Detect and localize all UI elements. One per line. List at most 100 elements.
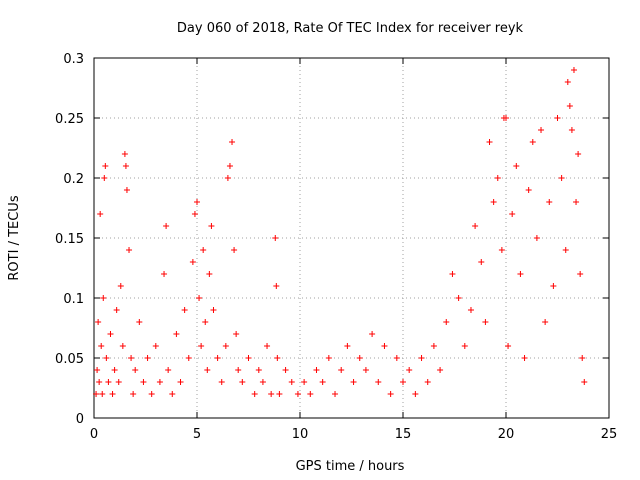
data-point <box>229 139 236 145</box>
data-point <box>554 115 561 121</box>
data-point <box>231 247 238 253</box>
data-point <box>375 379 382 385</box>
data-point <box>344 343 351 349</box>
y-tick-label: 0.15 <box>55 232 84 247</box>
data-point <box>325 355 332 361</box>
data-point <box>467 307 474 313</box>
data-point <box>581 379 588 385</box>
data-point <box>579 355 586 361</box>
data-point <box>101 175 108 181</box>
data-point <box>224 175 231 181</box>
data-point <box>119 343 126 349</box>
data-point <box>173 331 180 337</box>
data-point <box>200 247 207 253</box>
data-point <box>276 391 283 397</box>
data-point <box>455 295 462 301</box>
data-point <box>121 151 128 157</box>
data-point <box>194 199 200 205</box>
data-point <box>214 355 221 361</box>
data-point <box>115 379 122 385</box>
data-point <box>109 391 116 397</box>
x-tick-label: 25 <box>601 427 618 442</box>
data-point <box>98 343 105 349</box>
data-point <box>163 223 170 229</box>
data-point <box>274 355 281 361</box>
data-point <box>218 379 225 385</box>
data-point <box>505 343 512 349</box>
data-point <box>503 115 509 121</box>
data-points <box>93 67 588 397</box>
data-point <box>113 307 120 313</box>
data-point <box>111 367 118 373</box>
data-point <box>128 355 135 361</box>
x-tick-label: 0 <box>90 427 98 442</box>
data-point <box>93 391 100 397</box>
data-point <box>264 343 271 349</box>
data-point <box>517 271 524 277</box>
data-point <box>268 391 275 397</box>
chart-title: Day 060 of 2018, Rate Of TEC Index for r… <box>177 21 524 36</box>
data-point <box>191 211 198 217</box>
data-point <box>513 163 520 169</box>
data-point <box>577 271 584 277</box>
y-axis-label: ROTI / TECUs <box>7 195 22 280</box>
data-point <box>430 343 437 349</box>
y-tick-label: 0.05 <box>55 352 84 367</box>
data-point <box>122 163 129 169</box>
y-tick-label: 0.3 <box>63 52 84 67</box>
data-point <box>233 331 240 337</box>
data-point <box>568 127 575 133</box>
data-point <box>235 367 242 373</box>
data-point <box>418 355 425 361</box>
data-point <box>570 67 577 73</box>
data-point <box>472 223 479 229</box>
data-point <box>103 355 110 361</box>
data-point <box>102 163 109 169</box>
data-point <box>130 391 137 397</box>
data-point <box>97 211 104 217</box>
data-point <box>369 331 376 337</box>
data-point <box>152 343 159 349</box>
data-point <box>208 223 215 229</box>
y-tick-label: 0.25 <box>55 112 84 127</box>
data-point <box>573 199 580 205</box>
x-tick-label: 5 <box>193 427 201 442</box>
data-point <box>210 307 217 313</box>
data-point <box>301 379 308 385</box>
data-point <box>529 139 536 145</box>
data-point <box>461 343 468 349</box>
x-tick-label: 10 <box>292 427 309 442</box>
data-point <box>105 379 112 385</box>
data-point <box>307 391 314 397</box>
data-point <box>136 319 143 325</box>
data-point <box>406 367 413 373</box>
data-point <box>486 139 493 145</box>
data-point <box>272 235 279 241</box>
data-point <box>161 271 168 277</box>
data-point <box>313 367 320 373</box>
y-tick-label: 0.1 <box>63 292 84 307</box>
data-point <box>288 379 295 385</box>
data-point <box>498 247 505 253</box>
data-point <box>255 367 262 373</box>
data-point <box>546 199 553 205</box>
data-point <box>185 355 192 361</box>
data-point <box>338 367 345 373</box>
data-point <box>169 391 176 397</box>
data-point <box>393 355 400 361</box>
x-axis-label: GPS time / hours <box>296 459 405 474</box>
grid-lines <box>94 58 609 418</box>
data-point <box>356 355 363 361</box>
data-point <box>177 379 184 385</box>
data-point <box>117 283 124 289</box>
data-point <box>181 307 188 313</box>
x-tick-label: 15 <box>395 427 412 442</box>
data-point <box>494 175 501 181</box>
data-point <box>443 319 450 325</box>
data-point <box>132 367 139 373</box>
data-point <box>273 283 280 289</box>
x-tick-label: 20 <box>498 427 515 442</box>
data-point <box>437 367 444 373</box>
data-point <box>575 151 582 157</box>
